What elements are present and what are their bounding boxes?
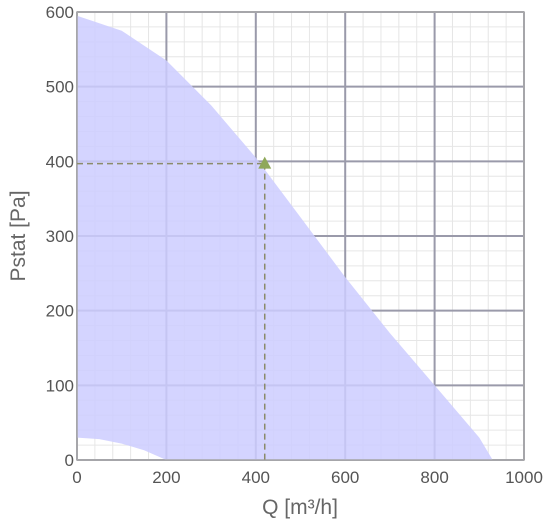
y-tick-label: 300 xyxy=(46,227,74,246)
y-tick-label: 200 xyxy=(46,302,74,321)
operating-point-marker xyxy=(258,156,272,169)
y-tick-label: 0 xyxy=(65,451,74,470)
x-tick-label: 1000 xyxy=(505,468,543,487)
x-tick-label: 0 xyxy=(72,468,81,487)
x-axis-title: Q [m³/h] xyxy=(262,496,338,519)
y-tick-label: 600 xyxy=(46,3,74,22)
x-tick-label: 200 xyxy=(152,468,180,487)
x-tick-labels: 0 200 400 600 800 1000 xyxy=(72,468,543,487)
x-tick-label: 600 xyxy=(331,468,359,487)
y-tick-label: 500 xyxy=(46,78,74,97)
operating-area xyxy=(77,15,493,460)
y-tick-label: 400 xyxy=(46,152,74,171)
y-axis-title: Pstat [Pa] xyxy=(7,190,30,281)
operating-point-guides xyxy=(77,162,266,460)
plot-frame xyxy=(76,11,525,461)
x-tick-label: 400 xyxy=(242,468,270,487)
x-tick-label: 800 xyxy=(420,468,448,487)
y-tick-label: 100 xyxy=(46,376,74,395)
y-tick-labels: 0 100 200 300 400 500 600 xyxy=(46,3,74,470)
